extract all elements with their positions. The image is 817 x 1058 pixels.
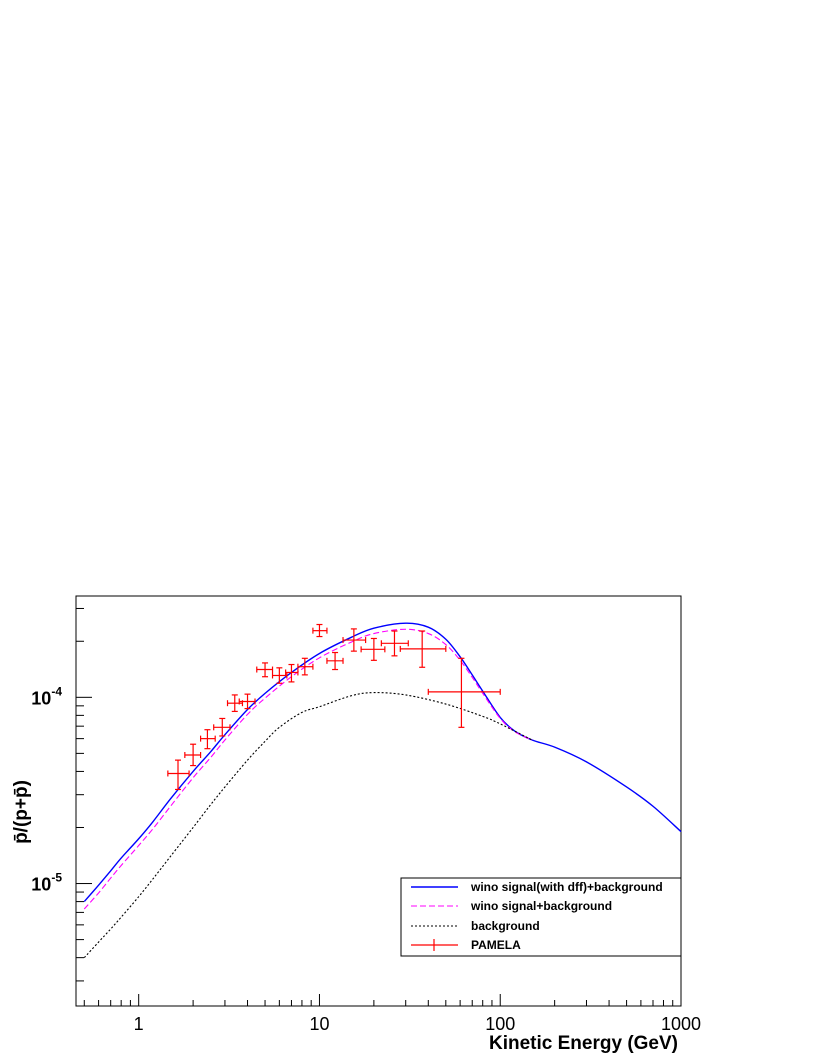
y-tick-label-exponent: -4 xyxy=(51,684,62,698)
data-point xyxy=(427,657,501,728)
legend-label: PAMELA xyxy=(471,938,521,952)
data-point xyxy=(199,729,216,750)
x-tick-label: 1 xyxy=(134,1014,144,1034)
y-tick-label-exponent: -5 xyxy=(51,871,62,885)
series-line-background xyxy=(83,692,533,959)
data-point xyxy=(238,693,256,710)
data-point xyxy=(297,657,314,676)
data-point xyxy=(399,630,447,668)
legend-label: wino signal+background xyxy=(470,899,612,913)
legend-item: wino signal(with dff)+background xyxy=(411,880,663,894)
y-axis-title: p̄/(p+p̄) xyxy=(11,780,32,844)
x-axis-ticks xyxy=(83,994,682,1006)
x-tick-label: 100 xyxy=(485,1014,515,1034)
legend-item: PAMELA xyxy=(411,938,521,952)
data-point xyxy=(326,651,344,671)
legend-label: wino signal(with dff)+background xyxy=(470,880,663,894)
x-tick-label: 10 xyxy=(309,1014,329,1034)
legend: wino signal(with dff)+background wino sig… xyxy=(400,877,682,957)
data-point xyxy=(213,717,231,737)
y-axis-ticks xyxy=(76,607,92,982)
y-tick-label: 10-4 xyxy=(31,684,62,708)
legend-item: wino signal+background xyxy=(411,899,612,913)
y-tick-label: 10-5 xyxy=(31,871,62,895)
plot-frame xyxy=(75,595,682,1007)
x-tick-label: 1000 xyxy=(661,1014,701,1034)
data-point xyxy=(380,630,409,657)
data-point xyxy=(184,743,202,767)
series-line-wino xyxy=(83,628,533,910)
series-line-wino-dff xyxy=(83,622,682,903)
data-point xyxy=(167,759,190,791)
legend-label: background xyxy=(471,919,540,933)
y-tick-label-base: 10 xyxy=(31,875,51,895)
legend-box xyxy=(400,877,682,957)
data-point xyxy=(312,623,328,638)
series-pamela xyxy=(167,623,501,791)
data-point xyxy=(360,637,386,661)
data-point xyxy=(256,662,274,678)
series-layer xyxy=(83,622,682,959)
x-axis-tick-labels: 1 10 100 1000 xyxy=(134,1014,701,1034)
legend-item: background xyxy=(411,919,540,933)
data-point xyxy=(342,628,367,652)
data-point xyxy=(271,667,288,684)
x-axis-title: Kinetic Energy (GeV) xyxy=(489,1033,678,1054)
data-point xyxy=(226,694,244,713)
y-axis-tick-labels: 10-410-5 xyxy=(31,684,62,894)
data-point xyxy=(285,663,299,683)
y-tick-label-base: 10 xyxy=(31,688,51,708)
